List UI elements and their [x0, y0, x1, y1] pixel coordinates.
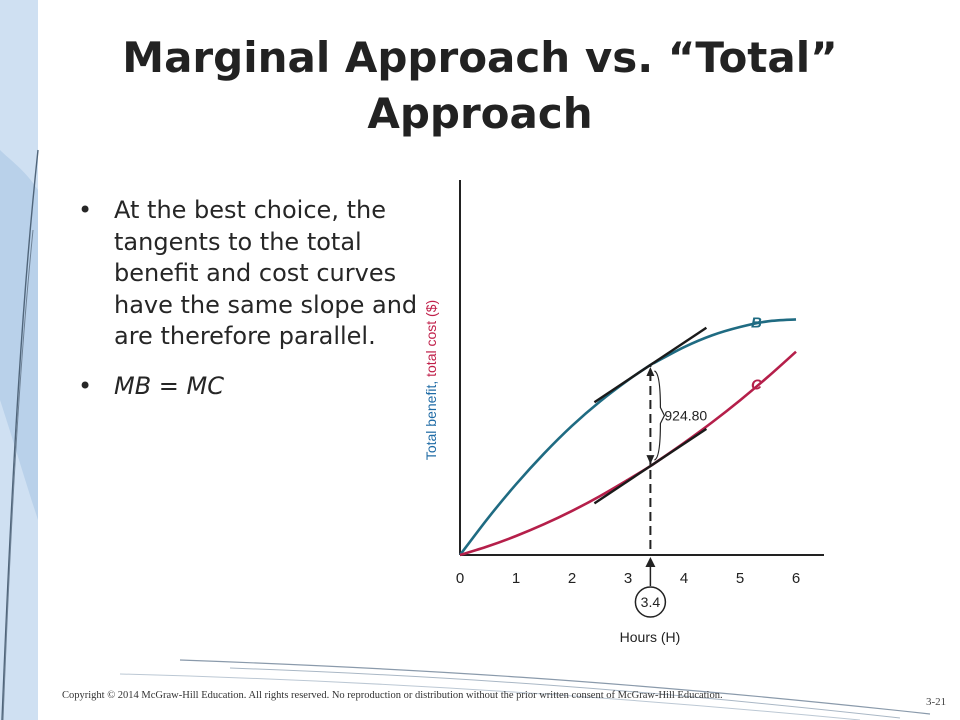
y-axis-label-part: Total benefit, [423, 377, 439, 460]
left-swoosh-line [1, 149, 39, 720]
optimum-x-circle [634, 586, 667, 618]
copyright-footer: Copyright © 2014 McGraw-Hill Education. … [62, 690, 723, 701]
y-axis-label: Total benefit, total cost ($) [423, 300, 439, 460]
benefit-tangent-line [593, 326, 708, 404]
difference-brace [654, 370, 666, 461]
slide-title-line2: Approach [367, 89, 593, 138]
x-tick-label: 1 [512, 570, 520, 587]
x-axis-label: Hours (H) [620, 629, 681, 645]
x-tick-label: 6 [792, 570, 800, 587]
cost-tangent-line [593, 427, 708, 505]
x-tick-label: 5 [736, 570, 744, 587]
difference-label: 924.80 [664, 408, 707, 424]
benefit-cost-chart: 0 1 2 3 4 5 6 Hours (H) Total benefit, total cos… [423, 180, 824, 645]
series-line-c [459, 350, 797, 557]
x-tick-label: 4 [680, 570, 688, 587]
bullet-item: At the best choice, the tangents to the … [78, 195, 418, 353]
series-label-b: B [751, 314, 762, 331]
difference-arrow-bottom [646, 455, 655, 465]
x-tick-label: 0 [456, 570, 464, 587]
bullet-list: At the best choice, the tangents to the … [78, 195, 418, 420]
slide-title-line1: Marginal Approach vs. “Total” [122, 33, 838, 82]
bottom-swoosh-line [179, 659, 931, 715]
y-axis-label-part: total cost ($) [423, 300, 439, 377]
bottom-swoosh-line [119, 673, 861, 720]
slide-title: Marginal Approach vs. “Total” Approach [60, 30, 900, 142]
page-number: 3-21 [926, 696, 947, 708]
bullet-text: At the best choice, the tangents to the … [114, 196, 418, 350]
x-tick-label: 2 [568, 570, 576, 587]
optimum-x-label: 3.4 [641, 594, 661, 610]
series-line-b [458, 318, 797, 556]
bottom-swoosh-line [229, 667, 901, 719]
bullet-text: MB = MC [114, 371, 225, 400]
optimum-pointer-arrowhead [645, 557, 656, 567]
x-tick-label: 3 [624, 570, 632, 587]
left-swoosh-line [2, 229, 34, 720]
series-label-c: C [751, 377, 763, 394]
difference-arrow-top [646, 367, 655, 376]
bullet-item: MB = MC [78, 371, 418, 403]
